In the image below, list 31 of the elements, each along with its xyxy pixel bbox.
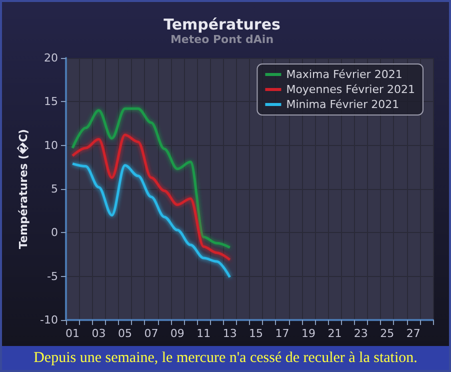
chart-title: Températures — [164, 16, 280, 34]
x-tick-label: 17 — [275, 327, 290, 340]
y-tick-label: -10 — [40, 314, 58, 326]
x-tick-label: 11 — [196, 327, 211, 340]
y-tick-label: -5 — [47, 270, 58, 283]
text: Depuis une semaine, le mercure n'a cessé de reculer à la station. — [2, 346, 449, 370]
x-tick-label: 27 — [406, 327, 420, 340]
y-tick-label: 10 — [44, 138, 58, 152]
x-tick-label: 09 — [170, 327, 184, 340]
x-tick-label: 13 — [222, 327, 237, 340]
y-tick-label: 20 — [44, 52, 58, 64]
x-tick-label: 21 — [328, 327, 342, 340]
legend-label: Moyennes Février 2021 — [286, 83, 416, 96]
chart-subtitle: Meteo Pont dAin — [170, 33, 274, 46]
x-tick-label: 01 — [66, 327, 80, 340]
x-tick-label: 15 — [249, 327, 264, 340]
y-tick-label: 5 — [51, 182, 58, 196]
line-series — [71, 107, 232, 249]
legend-label: Maxima Février 2021 — [286, 68, 402, 81]
x-tick-label: 07 — [144, 327, 158, 340]
x-tick-label: 03 — [92, 327, 106, 340]
x-tick-label: 19 — [301, 327, 316, 340]
legend-label: Minima Février 2021 — [286, 98, 400, 111]
y-tick-label: 0 — [51, 226, 58, 240]
y-axis-title: Températures (�C) — [16, 129, 30, 249]
x-tick-label: 05 — [118, 327, 132, 340]
y-tick-label: 15 — [44, 95, 58, 108]
line-series — [71, 162, 232, 278]
line-series — [71, 134, 232, 261]
x-tick-label: 23 — [354, 327, 368, 340]
x-tick-label: 25 — [380, 327, 394, 340]
